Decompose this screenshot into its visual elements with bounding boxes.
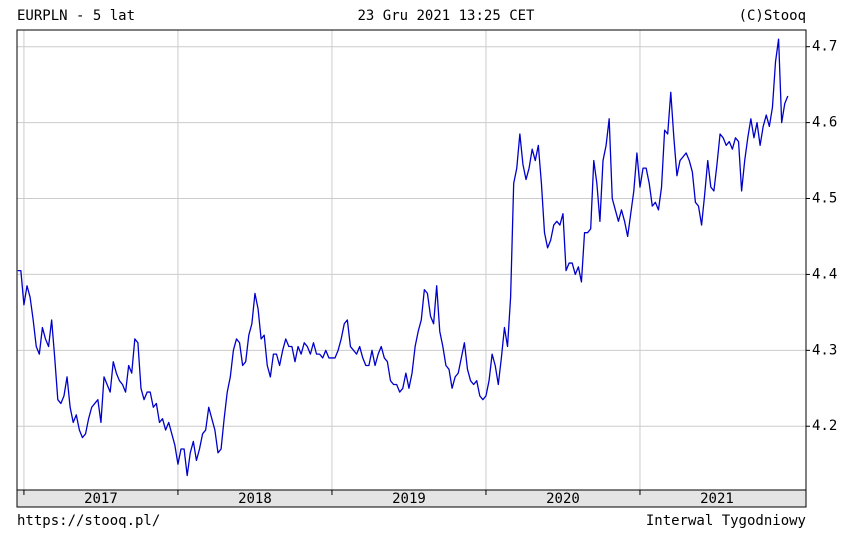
y-tick-label: 4.3 xyxy=(812,342,837,358)
source: (C)Stooq xyxy=(739,8,806,24)
url: https://stooq.pl/ xyxy=(17,513,160,529)
x-tick-label: 2018 xyxy=(238,491,272,507)
plot-frame xyxy=(16,29,807,491)
y-tick-label: 4.5 xyxy=(812,191,837,207)
y-tick-label: 4.2 xyxy=(812,418,837,434)
y-tick-label: 4.6 xyxy=(812,115,837,131)
chart-subtitle: 23 Gru 2021 13:25 CET xyxy=(357,8,535,24)
y-tick-label: 4.4 xyxy=(812,266,837,282)
x-tick-label: 2017 xyxy=(84,491,118,507)
price-line xyxy=(17,38,789,477)
grid xyxy=(17,30,810,495)
y-tick-label: 4.7 xyxy=(812,39,837,55)
plot xyxy=(17,38,789,477)
x-tick-label: 2020 xyxy=(546,491,580,507)
interval: Interwal Tygodniowy xyxy=(646,513,806,529)
x-tick-label: 2021 xyxy=(700,491,734,507)
chart-title: EURPLN - 5 lat xyxy=(17,8,135,24)
x-tick-label: 2019 xyxy=(392,491,426,507)
